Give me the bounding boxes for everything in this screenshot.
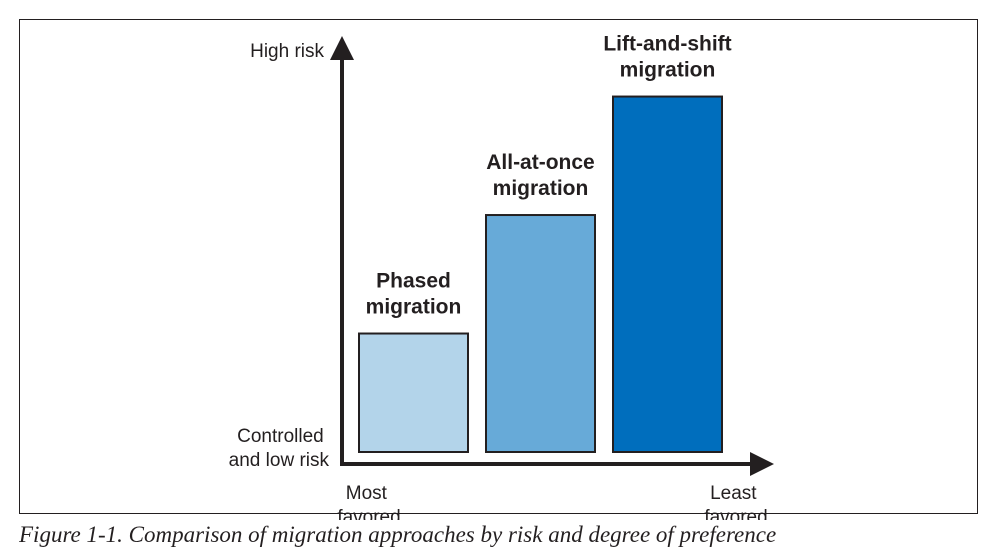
x-axis-left-label-line-1: Most <box>346 483 388 504</box>
bar-3 <box>612 95 723 454</box>
bar-label-1-line-1: Phased <box>376 270 451 293</box>
figure-frame <box>19 19 978 514</box>
y-axis-bottom-label: Controlled and low risk <box>229 426 330 471</box>
bar-2 <box>485 214 596 453</box>
risk-chart: High risk Controlled and low risk Most f… <box>229 33 774 520</box>
x-axis-left-label: Most favored <box>337 483 400 520</box>
bar-label-2: All-at-once migration <box>486 151 595 200</box>
x-axis-right-label-line-2: favored <box>704 507 767 520</box>
bar-label-1: Phased migration <box>366 270 462 319</box>
bar-label-2-line-2: migration <box>493 177 589 200</box>
bar-1 <box>358 332 469 453</box>
x-axis-right-label: Least favored <box>704 483 767 520</box>
bar-label-2-line-1: All-at-once <box>486 151 595 174</box>
bar-label-3-line-2: migration <box>620 59 716 82</box>
bar-label-3: Lift-and-shift migration <box>603 33 731 82</box>
bar-label-3-line-1: Lift-and-shift <box>603 33 731 56</box>
y-axis-bottom-label-line-1: Controlled <box>237 426 324 447</box>
x-axis-left-label-line-2: favored <box>337 507 400 520</box>
bars-group <box>358 95 723 454</box>
y-axis-bottom-label-line-2: and low risk <box>229 450 330 471</box>
bar-label-1-line-2: migration <box>366 296 462 319</box>
figure-caption: Figure 1-1. Comparison of migration appr… <box>19 522 777 547</box>
y-axis-top-label: High risk <box>250 41 324 62</box>
x-axis-right-label-line-1: Least <box>710 483 757 504</box>
